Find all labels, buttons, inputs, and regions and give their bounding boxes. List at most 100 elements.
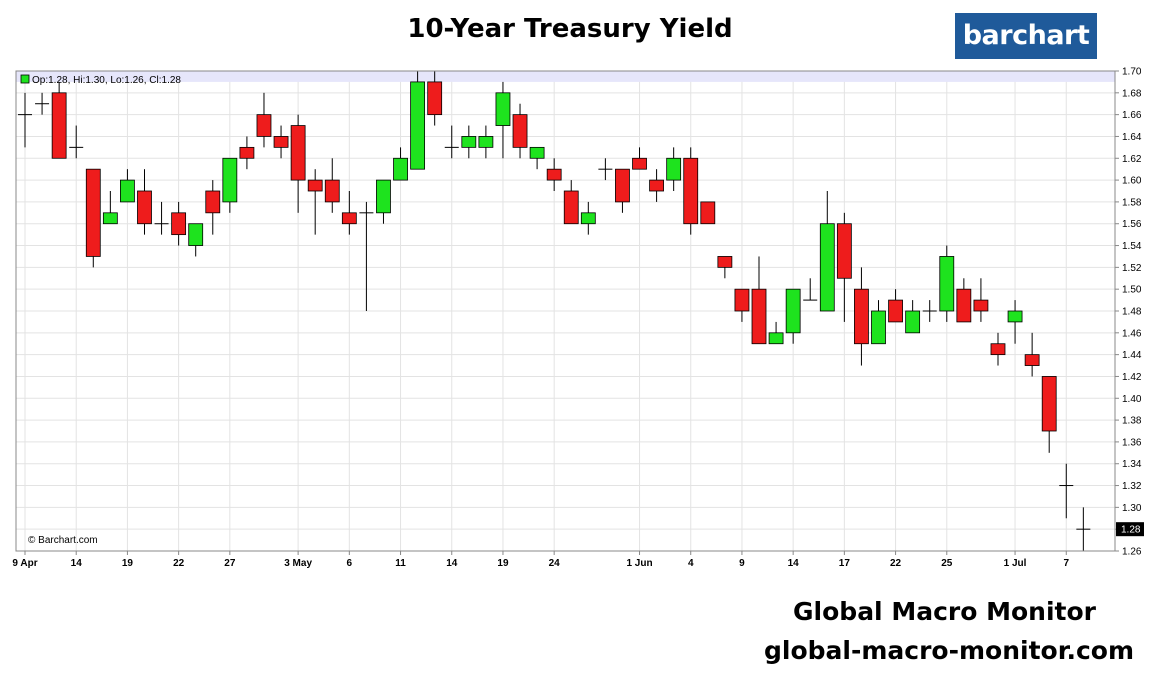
info-legend: Op:1.28, Hi:1.30, Lo:1.26, Cl:1.28 (20, 74, 181, 86)
candle-body-up (495, 92, 511, 126)
candle-body-up (1007, 310, 1023, 323)
candle-body-up (410, 81, 426, 170)
y-tick-label: 1.30 (1122, 503, 1142, 514)
candle-body-down (137, 190, 152, 225)
candle (717, 256, 733, 279)
candle (137, 169, 152, 235)
candle-body-up (529, 146, 545, 159)
candle-body-up (580, 212, 596, 225)
x-tick-label: 24 (549, 558, 561, 569)
candle (18, 92, 32, 148)
x-tick-label: 25 (941, 558, 953, 569)
candle-body-up (393, 157, 408, 181)
y-tick-label: 1.62 (1122, 154, 1142, 165)
x-tick-label: 9 Apr (12, 558, 37, 569)
candle-body-up (120, 179, 135, 203)
candle (836, 212, 852, 322)
candle (461, 125, 477, 159)
candle-body-up (376, 179, 391, 214)
candle-body-down (205, 190, 221, 214)
candle (819, 191, 835, 312)
candle-body-up (478, 136, 494, 148)
candle (205, 180, 221, 235)
x-tick-label: 9 (739, 558, 745, 569)
y-tick-label: 1.36 (1122, 437, 1142, 448)
footer-url[interactable]: global-macro-monitor.com (764, 636, 1134, 665)
candle-body-up (871, 310, 886, 345)
candle (410, 71, 426, 170)
candle (803, 278, 818, 301)
candle (973, 278, 989, 322)
y-tick-label: 1.42 (1122, 372, 1142, 383)
candle (341, 191, 357, 235)
y-tick-label: 1.46 (1122, 328, 1142, 339)
y-tick-label: 1.48 (1122, 307, 1142, 318)
candle (905, 300, 921, 334)
candle-body-down (990, 343, 1006, 356)
last-value-box (1116, 522, 1144, 537)
candle-body-up (819, 223, 835, 312)
x-tick-label: 14 (788, 558, 800, 569)
candle-body-down (751, 288, 767, 345)
candle-body-down (239, 146, 255, 159)
chart-title: 10-Year Treasury Yield (407, 14, 733, 44)
candle (239, 136, 255, 170)
x-tick-label: 6 (347, 558, 353, 569)
candle (546, 158, 562, 191)
candle (324, 158, 340, 213)
x-tick-label: 19 (497, 558, 509, 569)
candle-body-down (888, 299, 903, 323)
candle (939, 245, 955, 322)
candle (529, 146, 545, 170)
candle (444, 125, 459, 159)
candle-body-up (666, 157, 682, 181)
candle (666, 147, 682, 191)
candle (922, 300, 937, 322)
y-tick-label: 1.54 (1122, 241, 1142, 252)
candle-body-down (1041, 376, 1057, 432)
candle-body-down (700, 201, 716, 225)
candle (1059, 463, 1074, 519)
candle (512, 103, 528, 159)
candle (1041, 376, 1057, 453)
candle (598, 158, 613, 181)
candle (376, 179, 391, 224)
candle-body-down (512, 114, 528, 148)
candle-body-up (102, 212, 118, 225)
x-tick-label: 1 Jul (1004, 558, 1027, 569)
candle-body-up (188, 223, 204, 246)
candle-body-down (341, 212, 357, 225)
candle (734, 288, 750, 322)
up-swatch (20, 74, 30, 84)
candle-body-up (222, 157, 238, 203)
candle-body-down (615, 168, 630, 203)
axes: 1.26 1.30 1.32 1.34 1.36 1.38 1.40 1.42 1.44 1.46… (12, 67, 1142, 570)
x-tick-label: 27 (224, 558, 236, 569)
x-tick-label: 22 (173, 558, 185, 569)
candle (615, 168, 630, 213)
ohlc-info-label: Op:1.28, Hi:1.30, Lo:1.26, Cl:1.28 (32, 75, 181, 86)
candle-body-down (307, 179, 323, 192)
candle (751, 256, 767, 345)
candle-body-down (427, 81, 443, 116)
highlight-band (16, 71, 1115, 82)
candle-body-down (273, 136, 289, 148)
y-tick-label: 1.58 (1122, 197, 1142, 208)
x-tick-label: 11 (395, 558, 406, 569)
y-tick-label: 1.26 (1122, 547, 1142, 558)
candle-body-down (546, 168, 562, 181)
candle-body-down (854, 288, 869, 345)
candle-body-down (256, 114, 272, 137)
candle-body-down (717, 256, 733, 268)
y-tick-label: 1.60 (1122, 176, 1142, 187)
y-tick-label: 1.38 (1122, 416, 1142, 427)
candle (1007, 300, 1023, 344)
last-value-label: 1.28 (1121, 525, 1141, 536)
candle (102, 191, 118, 225)
y-tick-label: 1.70 (1122, 67, 1142, 78)
last-value-marker: 1.28 (1116, 522, 1144, 537)
barchart-logo[interactable]: barchart (955, 13, 1097, 59)
footer-name: Global Macro Monitor (793, 597, 1096, 626)
candle (683, 147, 699, 235)
candle (171, 201, 187, 246)
